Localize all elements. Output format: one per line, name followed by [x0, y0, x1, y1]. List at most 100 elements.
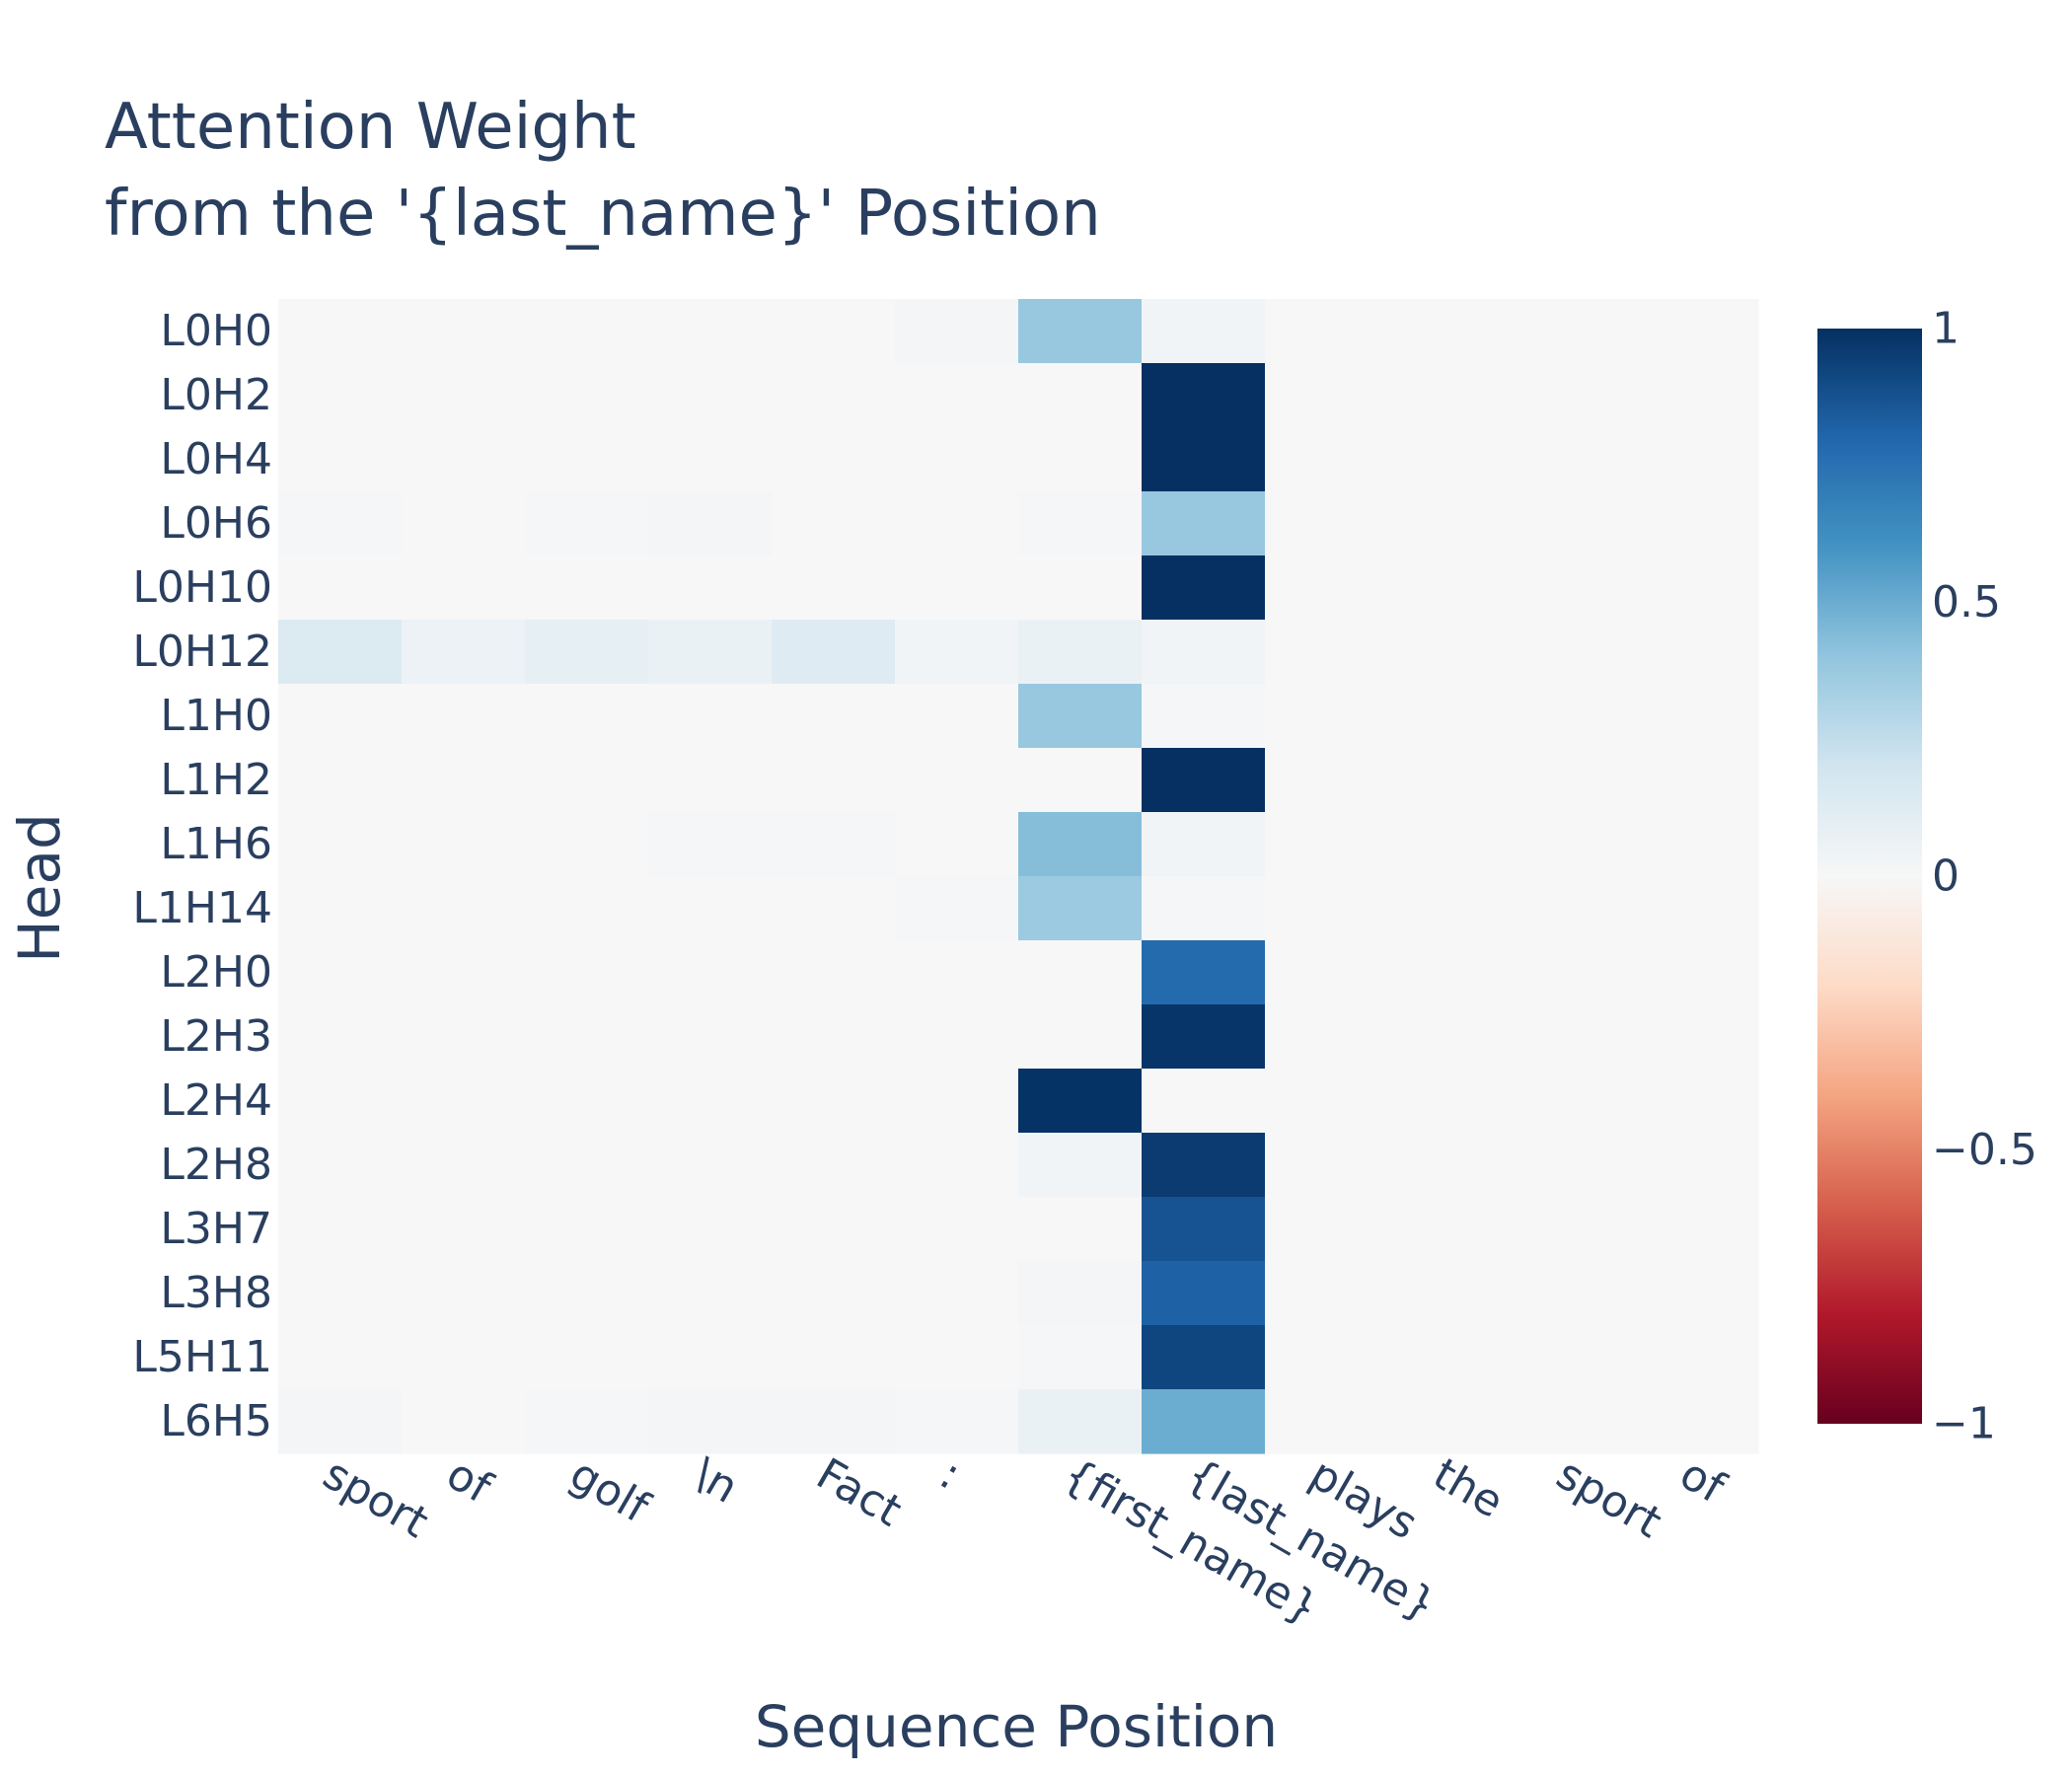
heatmap-cell: [278, 1325, 403, 1390]
heatmap-cell: [895, 363, 1019, 428]
colorbar-tick-label: −1: [1932, 1399, 1996, 1449]
x-tick-label: :: [931, 1448, 969, 1500]
heatmap-cell: [1142, 1004, 1266, 1070]
heatmap-cell: [648, 620, 773, 685]
heatmap-cell: [402, 940, 526, 1005]
y-axis-title: Head: [6, 813, 73, 963]
heatmap-cell: [402, 748, 526, 813]
y-tick-label: L3H8: [160, 1268, 272, 1318]
heatmap-cell: [525, 1197, 649, 1262]
heatmap-cell: [1265, 1133, 1389, 1198]
heatmap-cell: [1018, 555, 1143, 621]
heatmap-cell: [402, 555, 526, 621]
heatmap-cell: [278, 1197, 403, 1262]
y-tick-label: L2H8: [160, 1140, 272, 1190]
heatmap-cell: [402, 1133, 526, 1198]
heatmap-cell: [1142, 1133, 1266, 1198]
heatmap-cell: [1635, 427, 1759, 492]
heatmap-cell: [278, 1389, 403, 1454]
heatmap-cell: [648, 812, 773, 877]
heatmap-cell: [402, 1261, 526, 1326]
heatmap-cell: [1388, 1197, 1513, 1262]
heatmap-cell: [525, 1325, 649, 1390]
heatmap-cell: [1018, 1261, 1143, 1326]
heatmap-cell: [772, 1389, 896, 1454]
heatmap-cell: [525, 1069, 649, 1134]
heatmap-cell: [402, 684, 526, 749]
heatmap-cell: [1512, 491, 1636, 556]
heatmap-cell: [525, 684, 649, 749]
heatmap-cell: [1142, 363, 1266, 428]
y-tick-label: L1H6: [160, 819, 272, 869]
heatmap-cell: [1142, 876, 1266, 941]
heatmap-cell: [895, 427, 1019, 492]
heatmap-cell: [1388, 299, 1513, 364]
heatmap-cell: [895, 299, 1019, 364]
y-tick-label: L0H2: [160, 370, 272, 420]
heatmap-cell: [648, 427, 773, 492]
heatmap-cell: [1265, 1197, 1389, 1262]
heatmap-cell: [1142, 299, 1266, 364]
heatmap-cell: [1018, 940, 1143, 1005]
heatmap-cell: [1388, 1004, 1513, 1070]
colorbar-tick-label: 0.5: [1932, 577, 2001, 628]
heatmap-cell: [895, 876, 1019, 941]
heatmap-cell: [1142, 1069, 1266, 1134]
heatmap-cell: [772, 876, 896, 941]
y-tick-label: L0H10: [132, 562, 272, 613]
heatmap-cell: [772, 1197, 896, 1262]
heatmap-cell: [1265, 363, 1389, 428]
heatmap-cell: [1018, 748, 1143, 813]
heatmap-cell: [1388, 876, 1513, 941]
heatmap-cell: [1388, 1069, 1513, 1134]
heatmap-cell: [1512, 363, 1636, 428]
heatmap-cell: [648, 299, 773, 364]
heatmap-cell: [278, 1133, 403, 1198]
heatmap-cell: [1018, 684, 1143, 749]
heatmap-cell: [278, 684, 403, 749]
heatmap-cell: [1142, 684, 1266, 749]
heatmap-cell: [1512, 812, 1636, 877]
heatmap-cell: [1018, 876, 1143, 941]
heatmap-cell: [525, 1004, 649, 1070]
heatmap-cell: [1388, 748, 1513, 813]
heatmap-cell: [895, 940, 1019, 1005]
heatmap-cell: [1142, 620, 1266, 685]
heatmap-cell: [525, 940, 649, 1005]
heatmap-cell: [1388, 363, 1513, 428]
heatmap-cell: [1512, 1069, 1636, 1134]
y-tick-labels: L0H0 L0H2 L0H4 L0H6 L0H10 L0H12 L1H0 L1H2 L1H6 L1…: [132, 306, 272, 1446]
heatmap-cell: [1635, 1325, 1759, 1390]
heatmap-cell: [1265, 1069, 1389, 1134]
heatmap-cell: [772, 1133, 896, 1198]
heatmap-cell: [278, 1069, 403, 1134]
heatmap-cell: [1265, 684, 1389, 749]
heatmap-cell: [525, 620, 649, 685]
heatmap-cell: [525, 812, 649, 877]
heatmap-cell: [1635, 620, 1759, 685]
heatmap-cell: [1388, 1133, 1513, 1198]
heatmap-cell: [402, 1389, 526, 1454]
heatmap-cell: [1142, 491, 1266, 556]
heatmap-cell: [278, 555, 403, 621]
heatmap-cell: [402, 1004, 526, 1070]
heatmap-cell: [1388, 620, 1513, 685]
heatmap-cell: [1512, 1197, 1636, 1262]
heatmap-cell: [1018, 1133, 1143, 1198]
heatmap-cell: [772, 748, 896, 813]
heatmap-cell: [895, 812, 1019, 877]
y-tick-label: L6H5: [160, 1396, 272, 1446]
heatmap-cell: [525, 1261, 649, 1326]
heatmap-cell: [772, 427, 896, 492]
heatmap-cell: [648, 363, 773, 428]
heatmap-cell: [1388, 940, 1513, 1005]
heatmap-cell: [895, 491, 1019, 556]
heatmap-cell: [772, 940, 896, 1005]
heatmap-cell: [278, 812, 403, 877]
heatmap-cell: [1388, 1261, 1513, 1326]
heatmap-cell: [1018, 1389, 1143, 1454]
y-tick-label: L5H11: [132, 1332, 272, 1382]
heatmap-cell: [772, 363, 896, 428]
heatmap-cell: [1635, 491, 1759, 556]
heatmap-cell: [895, 1325, 1019, 1390]
